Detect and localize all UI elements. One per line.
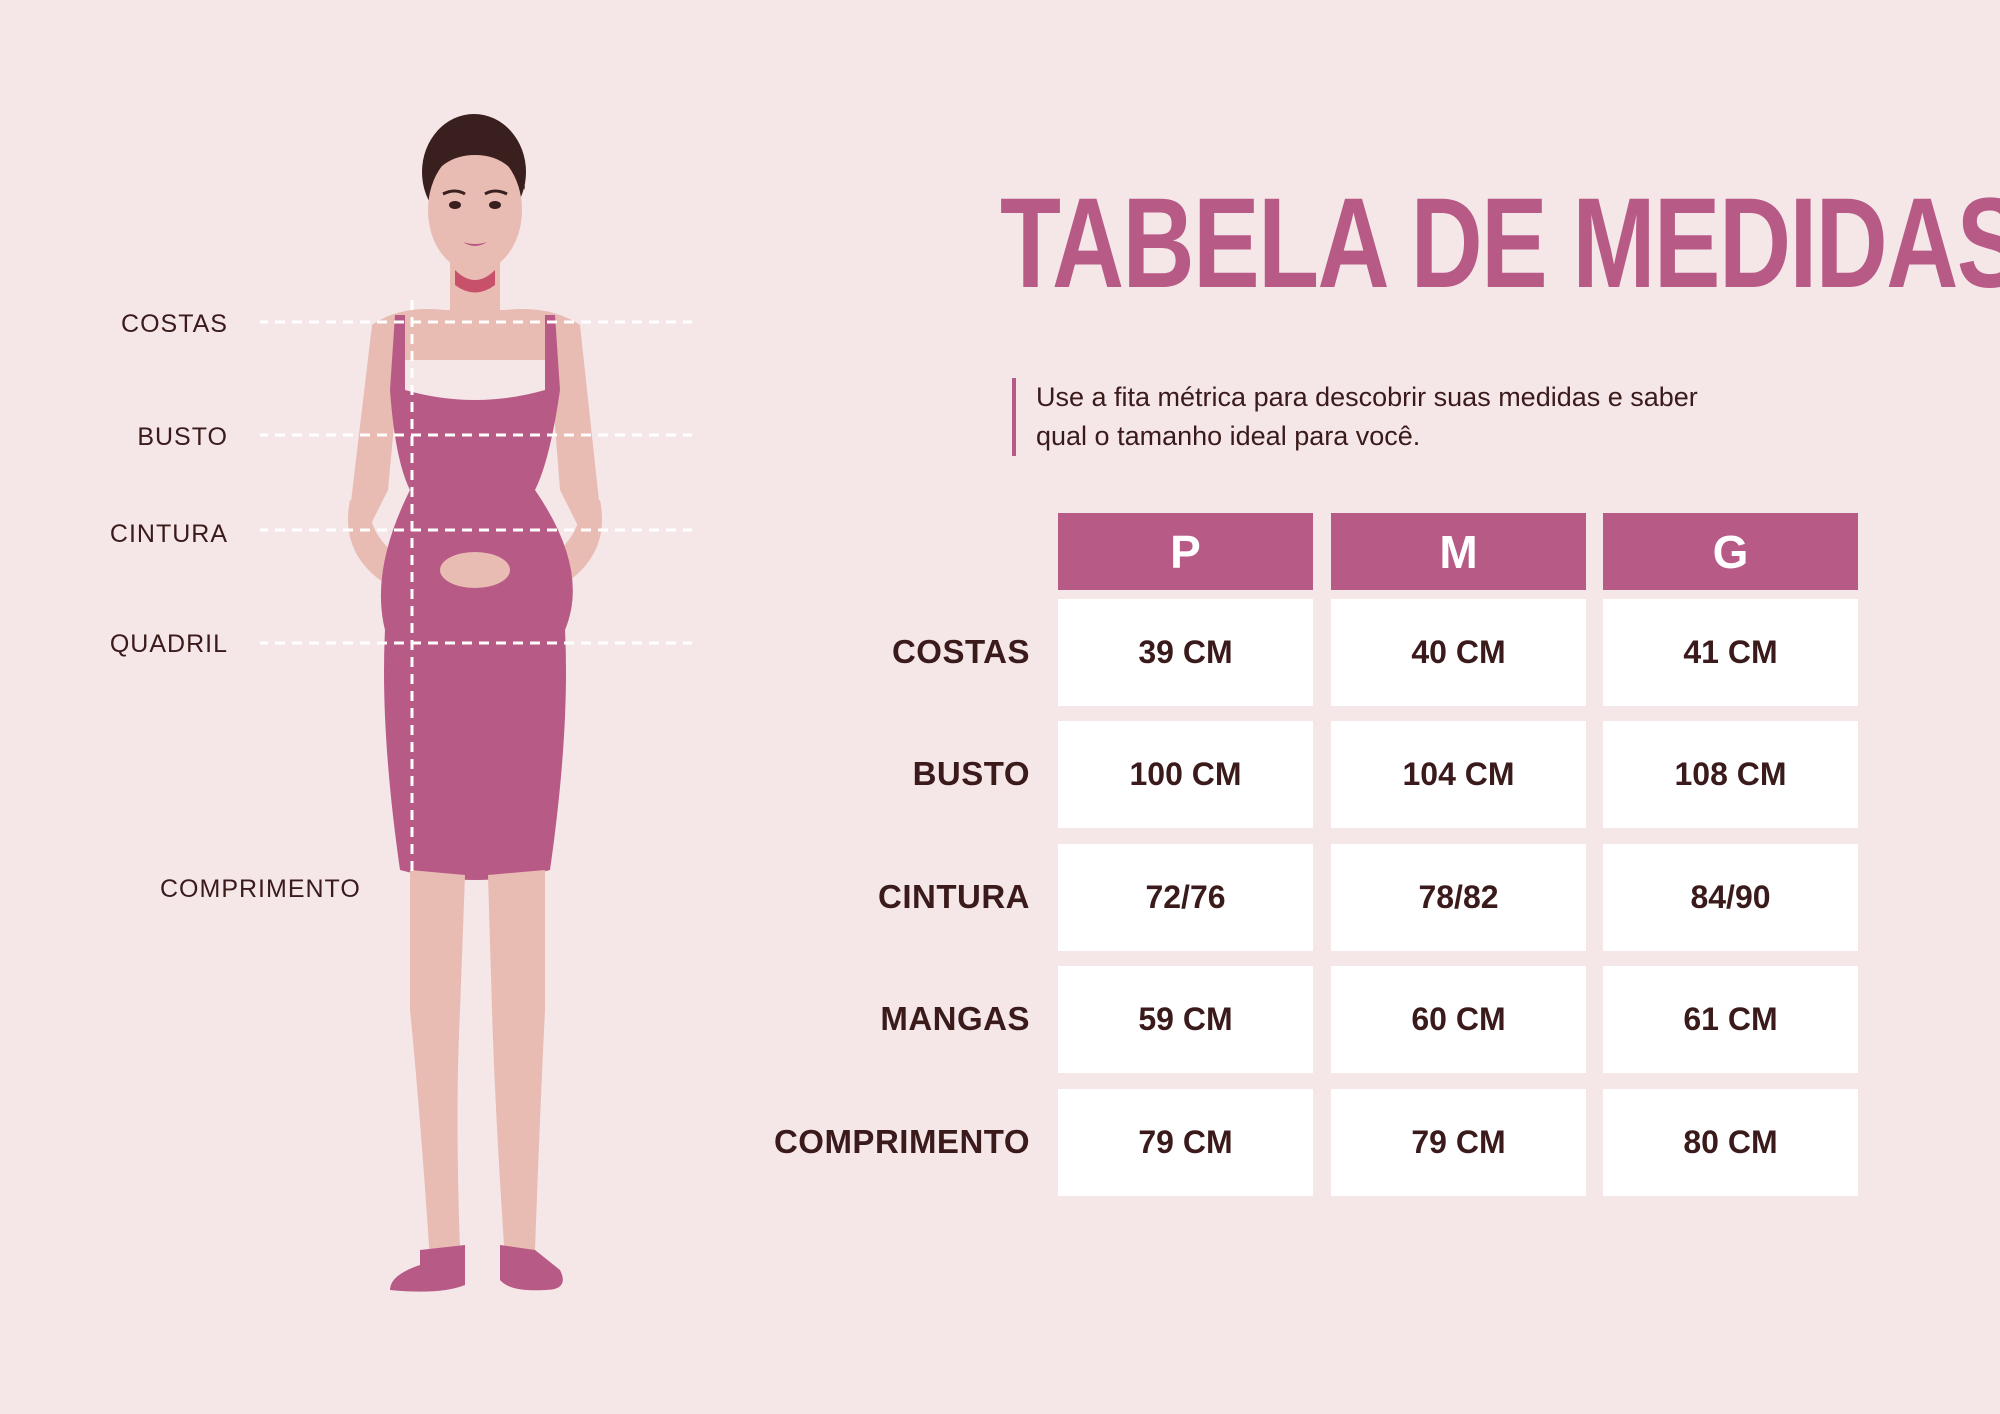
table-cell: 79 CM: [1058, 1089, 1313, 1196]
figure-label-costas: COSTAS: [121, 310, 228, 338]
figure-label-cintura: CINTURA: [109, 520, 228, 548]
table-cell: 80 CM: [1603, 1089, 1858, 1196]
column-header-p: P: [1058, 513, 1313, 590]
table-cell: 41 CM: [1603, 599, 1858, 706]
table-cell: 40 CM: [1331, 599, 1586, 706]
row-label-busto: BUSTO: [912, 755, 1030, 792]
table-cell: 60 CM: [1331, 966, 1586, 1073]
table-cell: 84/90: [1603, 844, 1858, 951]
table-cell: 72/76: [1058, 844, 1313, 951]
table-cell: 79 CM: [1331, 1089, 1586, 1196]
figure-label-comprimento: COMPRIMENTO: [160, 875, 361, 903]
figure-label-quadril: QUADRIL: [109, 630, 228, 658]
column-header-g: G: [1603, 513, 1858, 590]
woman-figure-icon: [258, 114, 692, 1292]
row-label-costas: COSTAS: [891, 633, 1030, 670]
table-cell: 39 CM: [1058, 599, 1313, 706]
model-illustration: [258, 110, 740, 1340]
table-cell: 59 CM: [1058, 966, 1313, 1073]
row-label-mangas: MANGAS: [880, 1000, 1030, 1037]
table-cell: 61 CM: [1603, 966, 1858, 1073]
row-label-comprimento: COMPRIMENTO: [773, 1123, 1030, 1160]
table-cell: 100 CM: [1058, 721, 1313, 828]
table-cell: 108 CM: [1603, 721, 1858, 828]
row-label-cintura: CINTURA: [878, 878, 1030, 915]
page-subtitle: Use a fita métrica para descobrir suas m…: [1012, 378, 1756, 456]
table-cell: 78/82: [1331, 844, 1586, 951]
page-title: TABELA DE MEDIDAS: [1000, 172, 2000, 315]
table-cell: 104 CM: [1331, 721, 1586, 828]
figure-label-busto: BUSTO: [137, 423, 228, 451]
column-header-m: M: [1331, 513, 1586, 590]
